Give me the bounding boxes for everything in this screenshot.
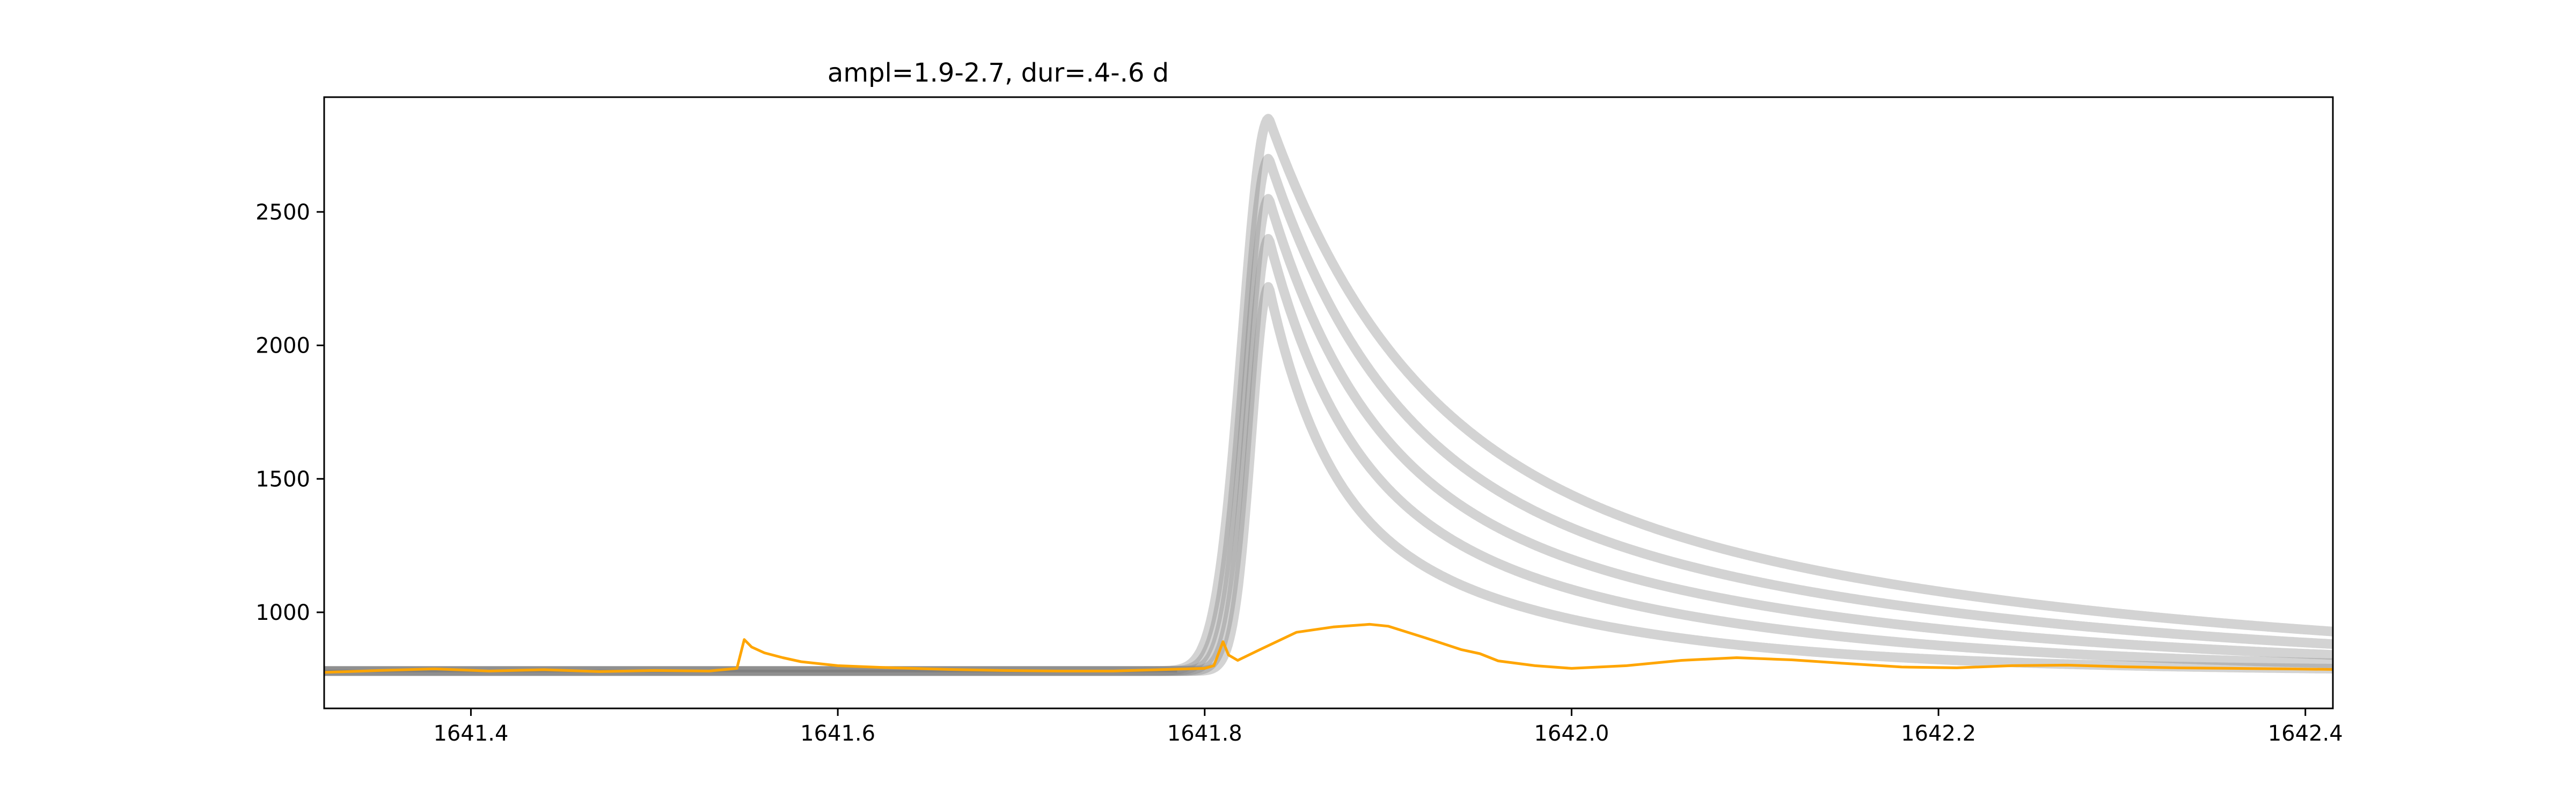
- x-axis: 1641.4 1641.6 1641.8 1642.0 1642.2 1642.4: [433, 708, 2343, 746]
- x-tick-label: 1641.8: [1167, 721, 1242, 746]
- x-tick-label: 1642.2: [1901, 721, 1976, 746]
- y-tick-label: 2500: [255, 200, 310, 225]
- plot-frame: [323, 96, 2334, 709]
- x-tick-label: 1642.4: [2268, 721, 2343, 746]
- x-tick-label: 1641.4: [433, 721, 508, 746]
- observed-series: [324, 623, 2333, 674]
- observed-line: [324, 623, 2333, 674]
- y-tick-label: 1000: [255, 601, 310, 625]
- y-tick-label: 1500: [255, 467, 310, 492]
- x-tick-label: 1642.0: [1534, 721, 1609, 746]
- y-tick-label: 2000: [255, 334, 310, 358]
- chart-title: ampl=1.9-2.7, dur=.4-.6 d: [828, 58, 1169, 88]
- y-axis: 1000 1500 2000 2500: [255, 200, 324, 625]
- plot-area: [323, 96, 2334, 709]
- x-tick-label: 1641.6: [800, 721, 875, 746]
